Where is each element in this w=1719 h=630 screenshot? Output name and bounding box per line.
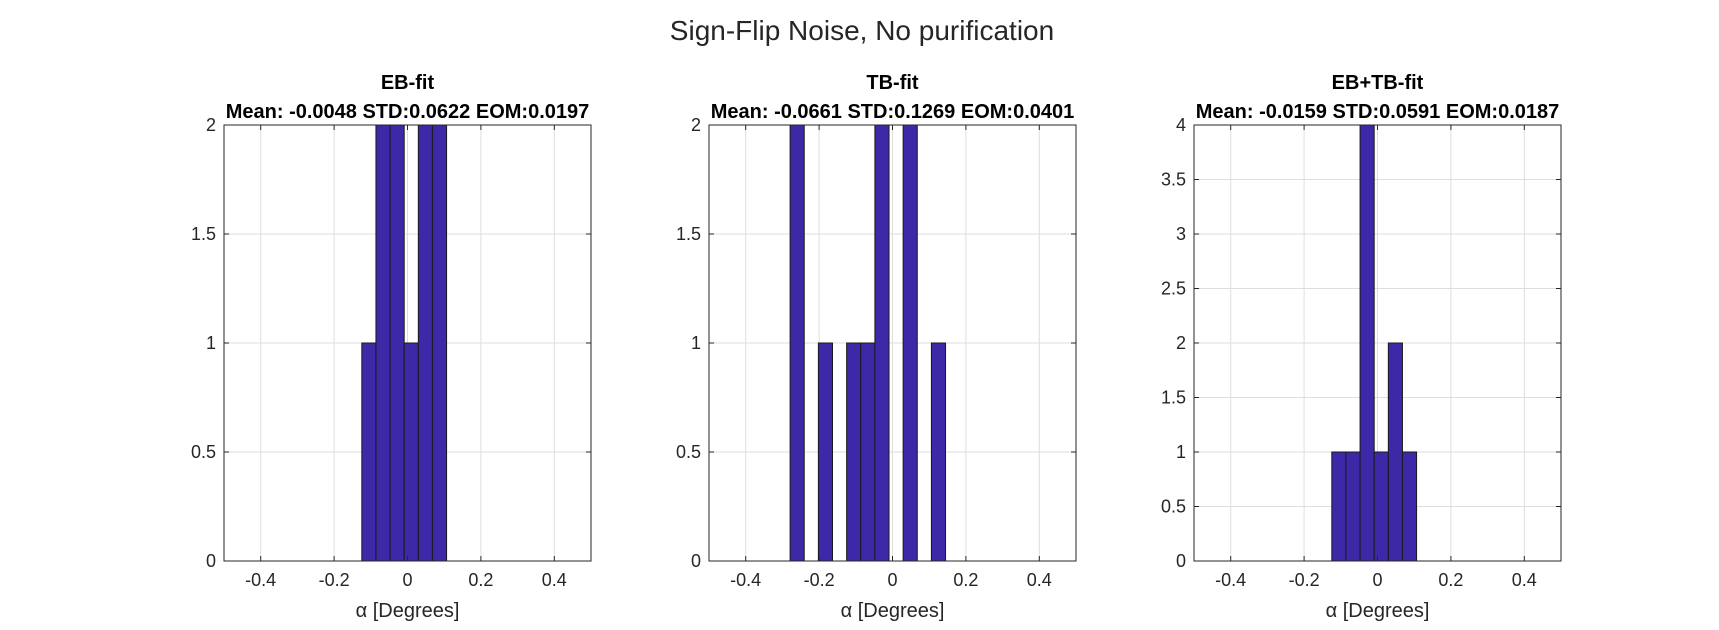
panel-2: -0.4 -0.2 0 0.2 0.4 0 0.5 1 1.5 2 TB-fit Mean: -0.0… <box>676 72 1077 622</box>
y-tick-label: 2.5 <box>1161 279 1186 299</box>
x-tick-label: 0.4 <box>1512 570 1537 590</box>
histogram-bar <box>417 124 433 562</box>
panel-stats: Mean: -0.0661 STD:0.1269 EOM:0.0401 <box>711 101 1075 123</box>
y-tick-label: 2 <box>1176 333 1186 353</box>
y-tick-label: 1 <box>206 333 216 353</box>
y-tick-label: 0 <box>206 551 216 571</box>
histogram-bar <box>1373 451 1389 562</box>
histogram-bar <box>1401 451 1418 562</box>
y-tick-label: 2 <box>691 115 701 135</box>
panel-title: EB+TB-fit <box>1332 72 1424 94</box>
y-tick-label: 1.5 <box>1161 388 1186 408</box>
histogram-bar <box>874 124 890 562</box>
x-tick-label: -0.4 <box>245 570 276 590</box>
x-tick-label: 0 <box>1372 570 1382 590</box>
x-axis-label: α [Degrees] <box>1326 600 1430 622</box>
x-tick-label: 0 <box>887 570 897 590</box>
histogram-bar <box>902 124 918 562</box>
panel-title: EB-fit <box>381 72 435 94</box>
y-tick-label: 3 <box>1176 224 1186 244</box>
histogram-bar <box>389 124 405 562</box>
y-tick-label: 1.5 <box>676 224 701 244</box>
histogram-bar <box>1345 451 1361 562</box>
y-tick-label: 3.5 <box>1161 170 1186 190</box>
histogram-bar <box>1331 451 1347 562</box>
y-tick-label: 1 <box>691 333 701 353</box>
x-tick-label: 0.4 <box>542 570 567 590</box>
x-tick-label: -0.4 <box>730 570 761 590</box>
y-tick-label: 0 <box>1176 551 1186 571</box>
panel-title: TB-fit <box>866 72 919 94</box>
y-tick-label: 0.5 <box>1161 497 1186 517</box>
x-tick-label: 0.2 <box>468 570 493 590</box>
x-tick-label: 0.2 <box>953 570 978 590</box>
x-axis-label: α [Degrees] <box>356 600 460 622</box>
panel-stats: Mean: -0.0048 STD:0.0622 EOM:0.0197 <box>226 101 590 123</box>
x-tick-label: 0.2 <box>1438 570 1463 590</box>
histogram-bar <box>431 124 448 562</box>
histogram-bar <box>1387 342 1403 562</box>
panel-3: -0.4 -0.2 0 0.2 0.4 0 0.5 1 1.5 2 2.5 3 3.5 4 EB+TB-fi… <box>1161 72 1562 622</box>
x-tick-label: -0.2 <box>1289 570 1320 590</box>
y-tick-label: 0 <box>691 551 701 571</box>
y-tick-label: 0.5 <box>676 442 701 462</box>
panel-1: -0.4 -0.2 0 0.2 0.4 0 0.5 1 1.5 2 EB-fit Mean: -0.0… <box>191 72 592 622</box>
x-tick-label: -0.2 <box>319 570 350 590</box>
y-tick-label: 2 <box>206 115 216 135</box>
y-tick-label: 4 <box>1176 115 1186 135</box>
y-tick-label: 1 <box>1176 442 1186 462</box>
x-tick-label: -0.2 <box>804 570 835 590</box>
histogram-bar <box>930 342 947 562</box>
histogram-bar <box>1359 124 1375 562</box>
panel-stats: Mean: -0.0159 STD:0.0591 EOM:0.0187 <box>1196 101 1560 123</box>
x-tick-label: 0 <box>402 570 412 590</box>
x-axis-label: α [Degrees] <box>841 600 945 622</box>
histogram-bar <box>817 342 833 562</box>
histogram-bar <box>860 342 876 562</box>
x-tick-label: 0.4 <box>1027 570 1052 590</box>
histogram-bar <box>361 342 377 562</box>
histogram-bar <box>403 342 419 562</box>
figure-title: Sign-Flip Noise, No purification <box>670 15 1054 46</box>
histogram-bar <box>846 342 862 562</box>
histogram-bar <box>789 124 805 562</box>
panels: -0.4 -0.2 0 0.2 0.4 0 0.5 1 1.5 2 EB-fit Mean: -0.0… <box>191 72 1562 622</box>
x-tick-label: -0.4 <box>1215 570 1246 590</box>
y-tick-label: 0.5 <box>191 442 216 462</box>
histogram-bar <box>375 124 391 562</box>
y-tick-label: 1.5 <box>191 224 216 244</box>
